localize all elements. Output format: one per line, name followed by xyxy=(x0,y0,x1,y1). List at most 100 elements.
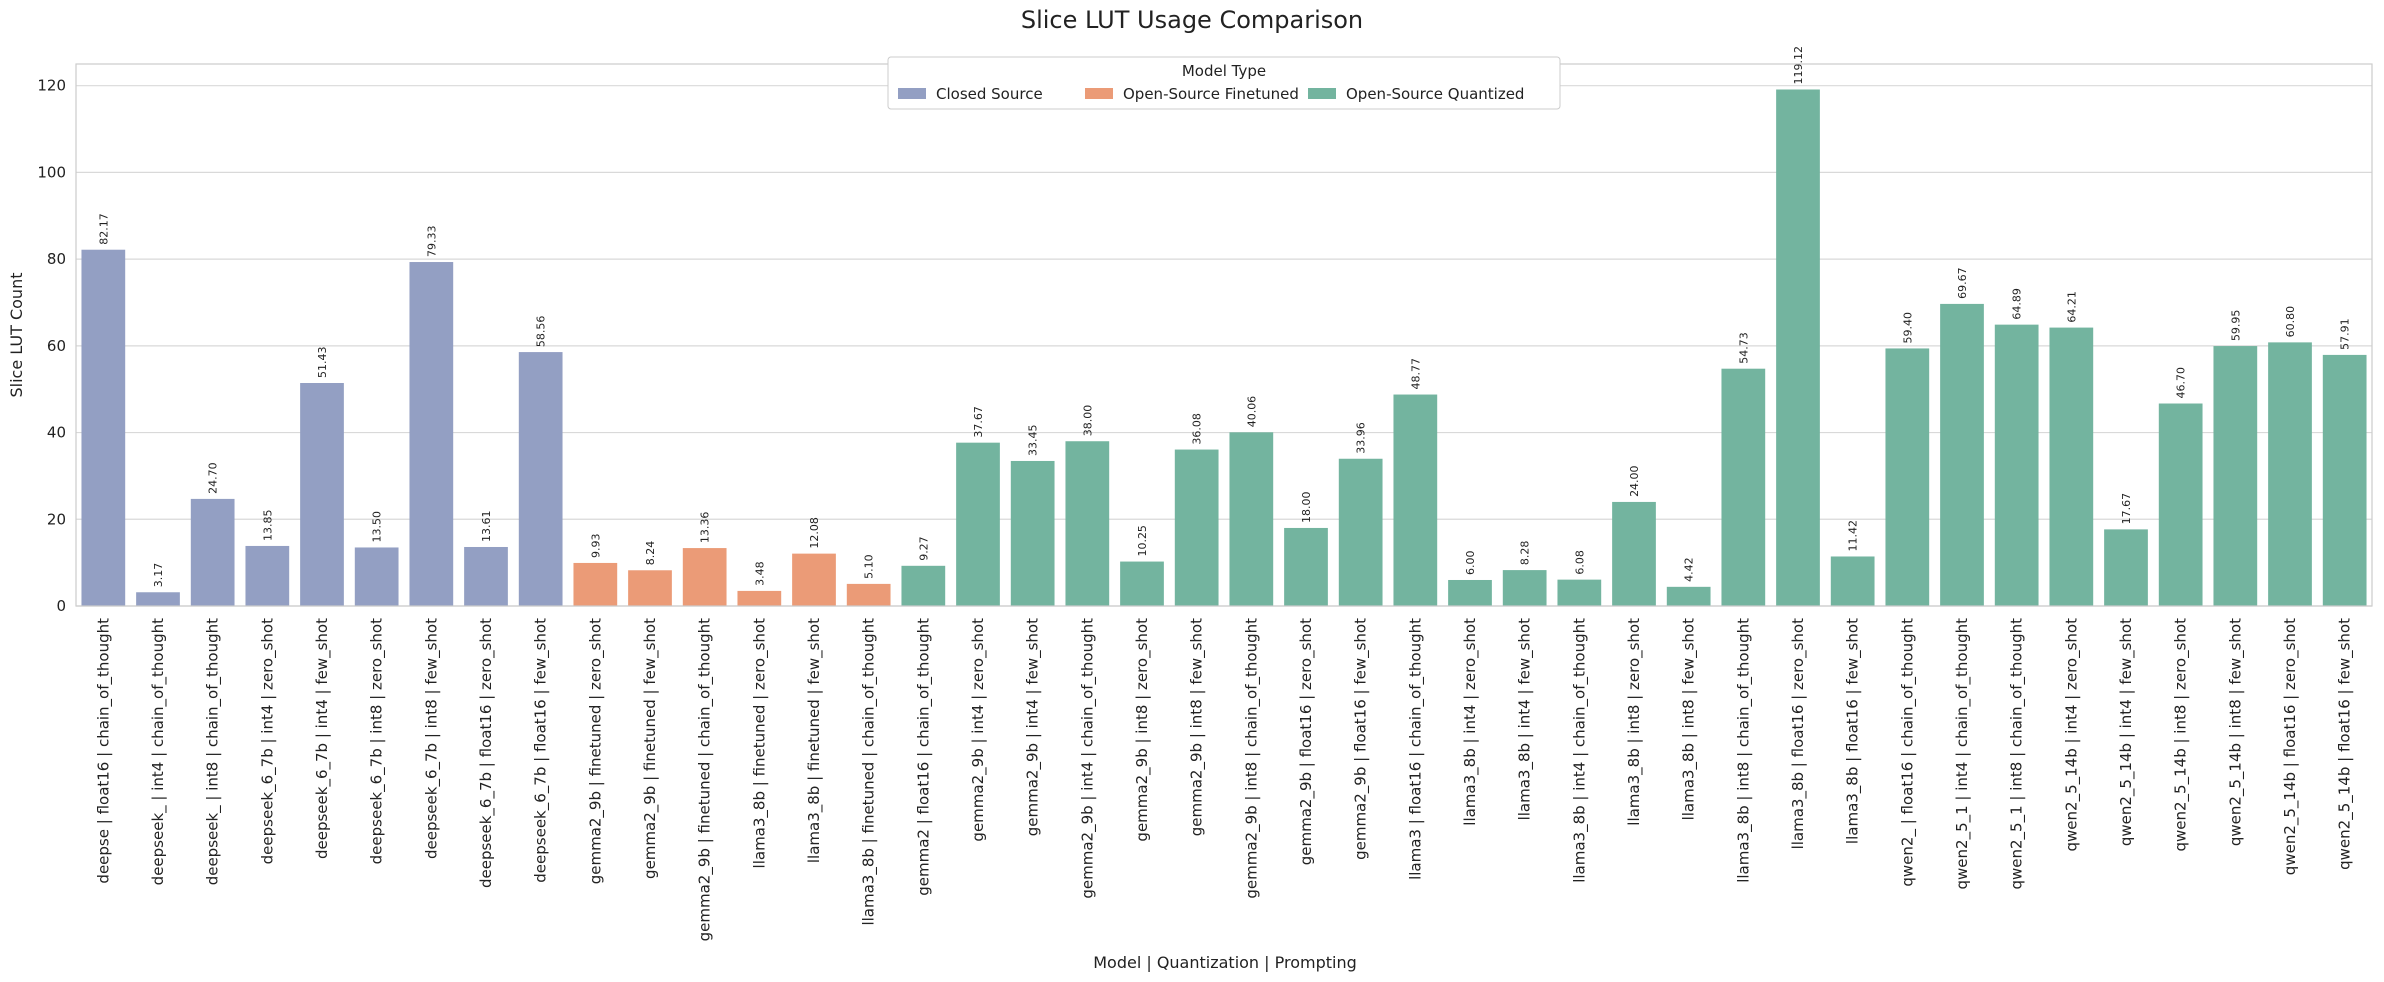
bar xyxy=(1502,570,1547,606)
bar xyxy=(1940,303,1984,606)
legend-swatch xyxy=(1308,88,1336,99)
bar-value-label: 13.61 xyxy=(480,510,493,542)
x-tick-label: deepseek_6_7b | int8 | zero_shot xyxy=(368,618,387,864)
value-labels: 82.17 3.17 24.70 13.85 51.43 13.50 79.33 13.61 5… xyxy=(97,46,2351,587)
bar-value-label: 24.70 xyxy=(207,462,220,494)
x-tick-label: gemma2_9b | int8 | zero_shot xyxy=(1133,618,1152,842)
x-tick-label: gemma2_9b | float16 | few_shot xyxy=(1352,618,1371,860)
bar-value-label: 6.08 xyxy=(1573,550,1586,575)
bar xyxy=(1174,449,1219,606)
y-tick-label: 20 xyxy=(47,510,66,528)
bar xyxy=(2049,327,2094,606)
x-tick-label: llama3_8b | int4 | zero_shot xyxy=(1461,618,1480,826)
x-tick-label: deepseek_ | int8 | chain_of_thought xyxy=(204,618,223,885)
bar xyxy=(81,249,126,606)
bar xyxy=(1284,527,1328,606)
bar-value-label: 9.93 xyxy=(589,533,602,558)
bar xyxy=(409,262,454,606)
x-tick-label: llama3_8b | float16 | few_shot xyxy=(1844,618,1863,844)
bar xyxy=(2104,529,2148,606)
x-tick-label: llama3_8b | int4 | chain_of_thought xyxy=(1570,618,1589,883)
x-tick-label: qwen2_5_14b | int8 | few_shot xyxy=(2226,618,2245,846)
x-tick-label: deepseek_ | int4 | chain_of_thought xyxy=(149,618,168,885)
x-tick-label: deepseek_6_7b | int4 | zero_shot xyxy=(258,618,277,864)
bars xyxy=(81,89,2367,607)
legend-box xyxy=(887,56,1561,110)
bar-value-label: 13.36 xyxy=(699,512,712,544)
x-tick-label: qwen2_5_14b | int4 | zero_shot xyxy=(2062,618,2081,852)
x-tick-label: gemma2_9b | int8 | chain_of_thought xyxy=(1242,618,1261,899)
x-tick-label: deepseek_6_7b | int4 | few_shot xyxy=(313,618,332,859)
bar xyxy=(682,548,727,606)
legend-swatch xyxy=(898,88,926,99)
x-tick-label: qwen2_5_14b | int4 | few_shot xyxy=(2117,618,2136,846)
bar-value-label: 24.00 xyxy=(1628,465,1641,497)
x-tick-label: llama3_8b | int8 | chain_of_thought xyxy=(1734,618,1753,883)
bar xyxy=(1830,556,1875,606)
bar-value-label: 51.43 xyxy=(316,346,329,378)
x-tick-label: qwen2_5_1 | int4 | chain_of_thought xyxy=(1953,618,1972,890)
bar-value-label: 8.24 xyxy=(644,541,657,566)
x-tick-label: gemma2_9b | int4 | few_shot xyxy=(1024,618,1043,836)
legend-entry-label: Open-Source Quantized xyxy=(1346,85,1524,103)
grid-lines xyxy=(76,85,2372,607)
bar-value-label: 69.67 xyxy=(1956,267,1969,299)
x-tick-label: deepse | float16 | chain_of_thought xyxy=(94,618,113,884)
legend-swatch xyxy=(1085,88,1113,99)
bar-value-label: 46.70 xyxy=(2175,367,2188,399)
x-tick-label: deepseek_6_7b | float16 | zero_shot xyxy=(477,618,496,888)
bar xyxy=(518,352,563,606)
x-tick-label: gemma2_9b | finetuned | zero_shot xyxy=(586,618,605,884)
bar xyxy=(464,546,508,606)
y-tick-label: 60 xyxy=(47,337,66,355)
bar xyxy=(1721,368,1766,606)
legend-entries: Closed Source Open-Source Finetuned Open-S… xyxy=(898,85,1524,103)
bar-value-label: 13.50 xyxy=(371,511,384,543)
y-tick-label: 120 xyxy=(37,77,66,95)
bar-value-label: 5.10 xyxy=(863,554,876,579)
bar-value-label: 59.40 xyxy=(1901,312,1914,344)
x-tick-label: llama3_8b | finetuned | zero_shot xyxy=(750,618,769,869)
bar-value-label: 3.17 xyxy=(152,563,165,588)
x-tick-label: deepseek_6_7b | float16 | few_shot xyxy=(532,618,551,883)
bar-value-label: 4.42 xyxy=(1683,557,1696,582)
bar-value-label: 12.08 xyxy=(808,517,821,549)
bar-value-label: 17.67 xyxy=(2120,493,2133,525)
bar xyxy=(901,565,946,606)
x-tick-label: qwen2_5_14b | int8 | zero_shot xyxy=(2172,618,2191,852)
x-tick-label: gemma2 | float16 | chain_of_thought xyxy=(914,618,933,896)
x-tick-label: gemma2_9b | float16 | zero_shot xyxy=(1297,618,1316,865)
bar xyxy=(1010,460,1055,606)
y-tick-label: 0 xyxy=(56,597,66,615)
bar xyxy=(1120,561,1164,606)
x-tick-label: qwen2_5_14b | float16 | few_shot xyxy=(2336,618,2355,870)
bar-value-label: 48.77 xyxy=(1409,358,1422,390)
bar xyxy=(1338,458,1383,606)
bar xyxy=(1065,441,1110,606)
bar-value-label: 10.25 xyxy=(1136,525,1149,557)
y-tick-labels: 0 20 40 60 80 100 120 xyxy=(37,77,66,615)
chart-title: Slice LUT Usage Comparison xyxy=(1021,6,1363,34)
bar xyxy=(245,545,290,606)
legend: Model Type Closed Source Open-Source Fine… xyxy=(887,56,1561,110)
bar-value-label: 57.91 xyxy=(2339,318,2352,350)
x-tick-label: gemma2_9b | finetuned | chain_of_thought xyxy=(696,618,715,941)
bar xyxy=(2213,346,2258,606)
bar xyxy=(2322,354,2367,606)
bar xyxy=(1885,348,1930,606)
bar xyxy=(792,553,836,606)
bar-value-label: 79.33 xyxy=(425,226,438,258)
bar xyxy=(956,442,1000,606)
bar-value-label: 38.00 xyxy=(1081,405,1094,437)
bar-value-label: 3.48 xyxy=(753,561,766,586)
y-tick-label: 40 xyxy=(47,424,66,442)
bar-value-label: 40.06 xyxy=(1245,396,1258,428)
bar-value-label: 37.67 xyxy=(972,406,985,438)
bar xyxy=(1393,394,1438,606)
y-axis-label: Slice LUT Count xyxy=(7,273,26,398)
bar xyxy=(573,562,618,606)
x-tick-label: llama3 | float16 | chain_of_thought xyxy=(1406,618,1425,880)
y-tick-label: 100 xyxy=(37,163,66,181)
bar-value-label: 58.56 xyxy=(535,316,548,348)
x-tick-label: deepseek_6_7b | int8 | few_shot xyxy=(422,618,441,859)
